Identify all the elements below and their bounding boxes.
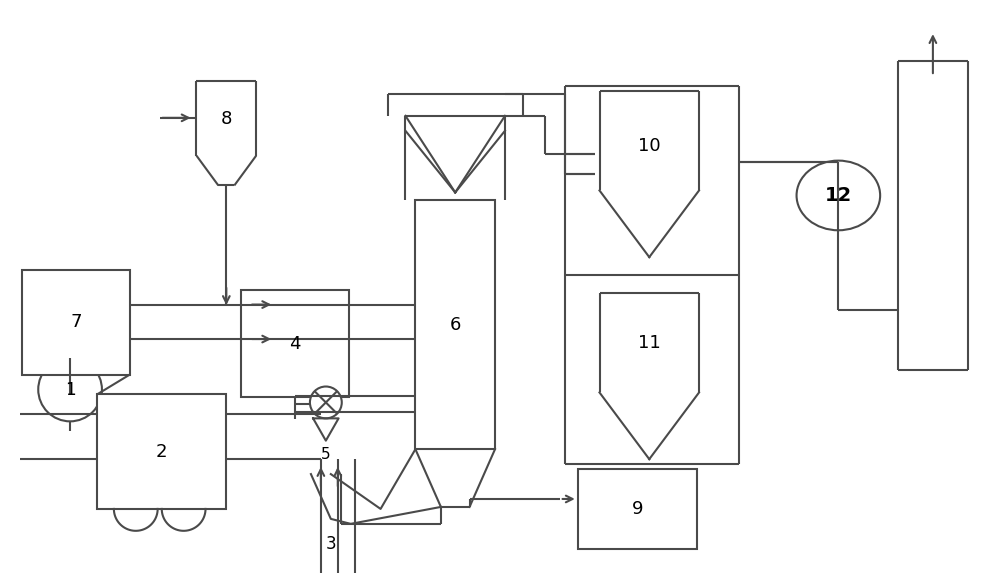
Text: 8: 8 <box>221 110 232 128</box>
Text: 12: 12 <box>825 186 852 205</box>
Text: 4: 4 <box>289 335 301 353</box>
Bar <box>415 200 495 449</box>
Text: 1: 1 <box>65 381 75 398</box>
Text: 10: 10 <box>638 137 661 154</box>
Text: 11: 11 <box>638 333 661 352</box>
Bar <box>241 290 349 397</box>
Ellipse shape <box>797 161 880 230</box>
Bar <box>578 469 697 549</box>
Bar <box>22 270 130 375</box>
Text: 9: 9 <box>632 500 643 518</box>
Text: 2: 2 <box>156 443 167 461</box>
Text: 5: 5 <box>321 447 331 462</box>
Bar <box>97 394 226 509</box>
Ellipse shape <box>38 358 102 421</box>
Text: 7: 7 <box>70 313 82 331</box>
Text: 3: 3 <box>326 535 336 553</box>
Ellipse shape <box>310 386 342 418</box>
Text: 6: 6 <box>450 316 461 334</box>
